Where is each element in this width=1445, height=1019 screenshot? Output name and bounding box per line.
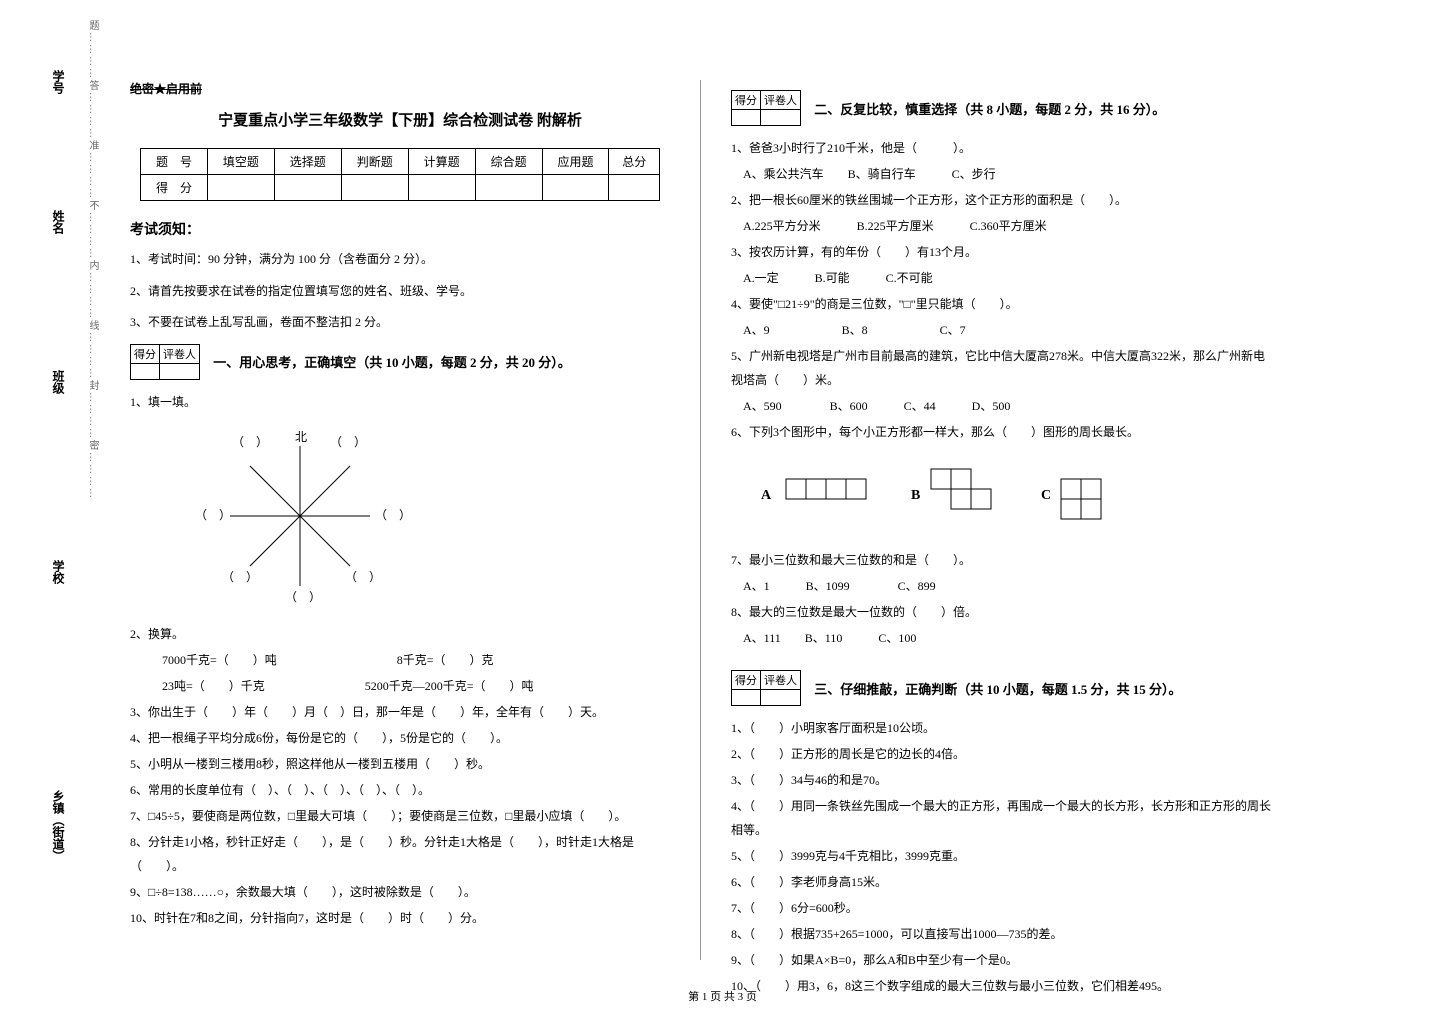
p3-q9: 9、（ ）如果A×B=0，那么A和B中至少有一个是0。 bbox=[731, 948, 1271, 972]
binding-edge: 学号 姓名 班级 学校 乡镇（街道） 题…………答…………准…………不…………内… bbox=[0, 0, 105, 1019]
p2-q4o: A、9 B、8 C、7 bbox=[731, 318, 1271, 342]
p1-q8: 8、分针走1小格，秒针正好走（ ），是（ ）秒。分针走1大格是（ ），时针走1大… bbox=[130, 830, 670, 878]
td-score-label: 得 分 bbox=[141, 175, 208, 201]
th-choice: 选择题 bbox=[274, 149, 341, 175]
part1-title: 一、用心思考，正确填空（共 10 小题，每题 2 分，共 20 分）。 bbox=[213, 355, 571, 370]
th-fill: 填空题 bbox=[207, 149, 274, 175]
part1-header: 得分评卷人 一、用心思考，正确填空（共 10 小题，每题 2 分，共 20 分）… bbox=[130, 344, 670, 380]
instr-2: 2、请首先按要求在试卷的指定位置填写您的姓名、班级、学号。 bbox=[130, 281, 670, 303]
p1-q6: 6、常用的长度单位有（ ）、（ ）、（ ）、（ ）、（ ）。 bbox=[130, 778, 670, 802]
instr-3: 3、不要在试卷上乱写乱画，卷面不整洁扣 2 分。 bbox=[130, 312, 670, 334]
p2-q4: 4、要使"□21÷9"的商是三位数，"□"里只能填（ ）。 bbox=[731, 292, 1271, 316]
svg-text:（ ）: （ ） bbox=[222, 570, 258, 584]
p2-q7o: A、1 B、1099 C、899 bbox=[731, 574, 1271, 598]
part2-header: 得分评卷人 二、反复比较，慎重选择（共 8 小题，每题 2 分，共 16 分）。 bbox=[731, 90, 1271, 126]
part2-title: 二、反复比较，慎重选择（共 8 小题，每题 2 分，共 16 分）。 bbox=[814, 102, 1165, 117]
score-box: 得分评卷人 bbox=[130, 344, 200, 380]
instructions-header: 考试须知： bbox=[130, 219, 670, 239]
p1-q4: 4、把一根绳子平均分成6份，每份是它的（ ），5份是它的（ ）。 bbox=[130, 726, 670, 750]
svg-text:B: B bbox=[911, 488, 920, 503]
table-row: 得 分 bbox=[141, 175, 660, 201]
column-divider bbox=[700, 80, 701, 960]
label-xiangzhen: 乡镇（街道） bbox=[50, 790, 67, 862]
p2-q8: 8、最大的三位数是最大一位数的（ ）倍。 bbox=[731, 600, 1271, 624]
svg-text:（ ）: （ ） bbox=[345, 570, 381, 584]
instructions: 考试须知： 1、考试时间：90 分钟，满分为 100 分（含卷面分 2 分）。 … bbox=[130, 219, 670, 334]
dotted-line: 题…………答…………准…………不…………内…………线…………封…………密………… bbox=[85, 20, 100, 970]
score-box: 得分评卷人 bbox=[731, 90, 801, 126]
th-comp: 综合题 bbox=[475, 149, 542, 175]
content-area: 绝密★启用前 宁夏重点小学三年级数学【下册】综合检测试卷 附解析 题 号 填空题… bbox=[120, 80, 1400, 980]
p2-q7: 7、最小三位数和最大三位数的和是（ ）。 bbox=[731, 548, 1271, 572]
part3-title: 三、仔细推敲，正确判断（共 10 小题，每题 1.5 分，共 15 分）。 bbox=[814, 682, 1181, 697]
th-total: 总分 bbox=[609, 149, 660, 175]
p2-q1o: A、乘公共汽车 B、骑自行车 C、步行 bbox=[731, 162, 1271, 186]
p3-q3: 3、（ ）34与46的和是70。 bbox=[731, 768, 1271, 792]
p2-q3o: A.一定 B.可能 C.不可能 bbox=[731, 266, 1271, 290]
p3-q6: 6、（ ）李老师身高15米。 bbox=[731, 870, 1271, 894]
label-xuehao: 学号 bbox=[50, 70, 67, 94]
part3-header: 得分评卷人 三、仔细推敲，正确判断（共 10 小题，每题 1.5 分，共 15 … bbox=[731, 670, 1271, 706]
score-summary-table: 题 号 填空题 选择题 判断题 计算题 综合题 应用题 总分 得 分 bbox=[140, 148, 660, 201]
p3-q10: 10、（ ）用3，6，8这三个数字组成的最大三位数与最小三位数，它们相差495。 bbox=[731, 974, 1271, 998]
p3-q1: 1、（ ）小明家客厅面积是10公顷。 bbox=[731, 716, 1271, 740]
left-column: 绝密★启用前 宁夏重点小学三年级数学【下册】综合检测试卷 附解析 题 号 填空题… bbox=[120, 80, 690, 980]
th-app: 应用题 bbox=[542, 149, 609, 175]
p2-q8o: A、111 B、110 C、100 bbox=[731, 626, 1271, 650]
label-xingming: 姓名 bbox=[50, 210, 67, 234]
p1-q2-row2: 23吨=（ ）千克5200千克—200千克=（ ）吨 bbox=[130, 674, 670, 698]
p2-q2o: A.225平方分米 B.225平方厘米 C.360平方厘米 bbox=[731, 214, 1271, 238]
svg-text:（ ）: （ ） bbox=[232, 435, 268, 449]
p2-q6: 6、下列3个图形中，每个小正方形都一样大，那么（ ）图形的周长最长。 bbox=[731, 420, 1271, 444]
p2-q1: 1、爸爸3小时行了210千米，他是（ ）。 bbox=[731, 136, 1271, 160]
p3-q8: 8、（ ）根据735+265=1000，可以直接写出1000—735的差。 bbox=[731, 922, 1271, 946]
p1-q9: 9、□÷8=138……○，余数最大填（ ），这时被除数是（ ）。 bbox=[130, 880, 670, 904]
p1-q2-row1: 7000千克=（ ）吨8千克=（ ）克 bbox=[130, 648, 670, 672]
th-num: 题 号 bbox=[141, 149, 208, 175]
p1-q1: 1、填一填。 bbox=[130, 390, 670, 414]
svg-text:（ ）: （ ） bbox=[330, 435, 366, 449]
p2-q2: 2、把一根长60厘米的铁丝围城一个正方形，这个正方形的面积是（ ）。 bbox=[731, 188, 1271, 212]
page-footer: 第 1 页 共 3 页 bbox=[688, 988, 757, 1004]
svg-text:C: C bbox=[1041, 488, 1051, 503]
shapes-diagram: A B C bbox=[751, 454, 1171, 534]
label-xuexiao: 学校 bbox=[50, 560, 67, 584]
svg-text:（ ）: （ ） bbox=[195, 508, 231, 522]
p3-q2: 2、（ ）正方形的周长是它的边长的4倍。 bbox=[731, 742, 1271, 766]
svg-text:A: A bbox=[761, 488, 772, 503]
p3-q5: 5、（ ）3999克与4千克相比，3999克重。 bbox=[731, 844, 1271, 868]
instr-1: 1、考试时间：90 分钟，满分为 100 分（含卷面分 2 分）。 bbox=[130, 249, 670, 271]
p1-q7: 7、□45÷5，要使商是两位数，□里最大可填（ ）；要使商是三位数，□里最小应填… bbox=[130, 804, 670, 828]
p1-q3: 3、你出生于（ ）年（ ）月（ ）日，那一年是（ ）年，全年有（ ）天。 bbox=[130, 700, 670, 724]
compass-diagram: 北 （ ） （ ） （ ） （ ） （ ） （ ） （ ） bbox=[190, 426, 410, 606]
svg-text:北: 北 bbox=[295, 430, 307, 444]
score-box: 得分评卷人 bbox=[731, 670, 801, 706]
svg-text:（ ）: （ ） bbox=[285, 590, 321, 604]
p1-q5: 5、小明从一楼到三楼用8秒，照这样他从一楼到五楼用（ ）秒。 bbox=[130, 752, 670, 776]
th-judge: 判断题 bbox=[341, 149, 408, 175]
confidential-mark: 绝密★启用前 bbox=[130, 80, 670, 97]
p3-q4: 4、（ ）用同一条铁丝先围成一个最大的正方形，再围成一个最大的长方形，长方形和正… bbox=[731, 794, 1271, 842]
p3-q7: 7、（ ）6分=600秒。 bbox=[731, 896, 1271, 920]
label-banji: 班级 bbox=[50, 370, 67, 394]
th-calc: 计算题 bbox=[408, 149, 475, 175]
p2-q5o: A、590 B、600 C、44 D、500 bbox=[731, 394, 1271, 418]
p1-q10: 10、时针在7和8之间，分针指向7，这时是（ ）时（ ）分。 bbox=[130, 906, 670, 930]
p2-q5: 5、广州新电视塔是广州市目前最高的建筑，它比中信大厦高278米。中信大厦高322… bbox=[731, 344, 1271, 392]
svg-text:（ ）: （ ） bbox=[375, 508, 410, 522]
p1-q2: 2、换算。 bbox=[130, 622, 670, 646]
exam-title: 宁夏重点小学三年级数学【下册】综合检测试卷 附解析 bbox=[130, 109, 670, 130]
table-row: 题 号 填空题 选择题 判断题 计算题 综合题 应用题 总分 bbox=[141, 149, 660, 175]
right-column: 得分评卷人 二、反复比较，慎重选择（共 8 小题，每题 2 分，共 16 分）。… bbox=[711, 80, 1281, 980]
p2-q3: 3、按农历计算，有的年份（ ）有13个月。 bbox=[731, 240, 1271, 264]
